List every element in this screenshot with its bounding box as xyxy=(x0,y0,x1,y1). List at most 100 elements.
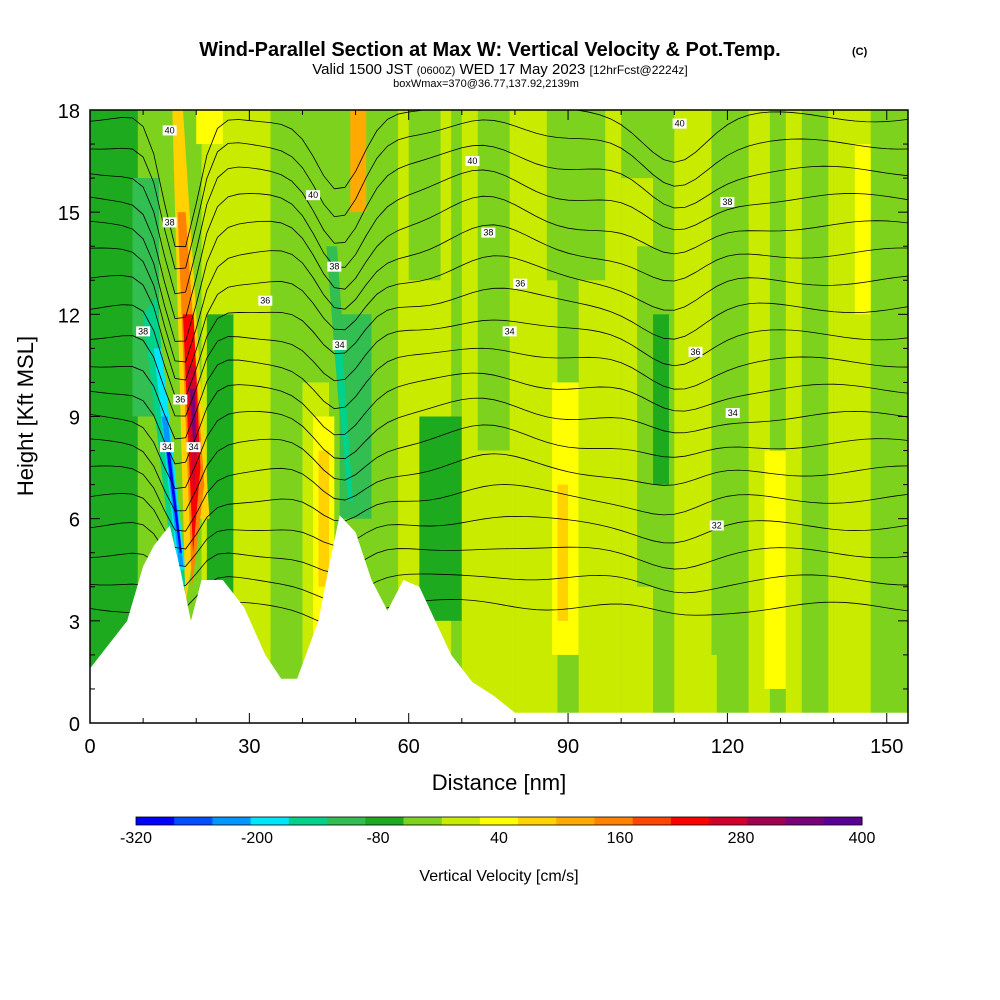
velocity-band xyxy=(674,110,717,723)
contour-label: 36 xyxy=(513,278,528,289)
contour-label: 40 xyxy=(672,118,687,129)
velocity-band xyxy=(653,314,669,485)
contour-label: 38 xyxy=(481,227,496,238)
box-max-note: boxWmax=370@36.77,137.92,2139m xyxy=(393,78,579,90)
theta-contour xyxy=(90,515,908,567)
contour-label: 36 xyxy=(688,346,703,357)
x-axis-label: Distance [nm] xyxy=(432,770,567,795)
colorbar-tick-label: -200 xyxy=(241,830,273,847)
contour-label: 34 xyxy=(186,442,201,453)
svg-text:34: 34 xyxy=(189,442,199,452)
colorbar-swatch xyxy=(174,817,213,825)
contour-label: 34 xyxy=(725,408,740,419)
velocity-band xyxy=(270,110,308,723)
theta-contour xyxy=(90,424,908,512)
theta-contour xyxy=(90,110,908,248)
velocity-band xyxy=(854,144,871,315)
velocity-band xyxy=(350,110,367,213)
theta-contour xyxy=(90,347,908,440)
colorbar-swatch xyxy=(556,817,596,825)
chart-subtitle: Valid 1500 JST (0600Z) WED 17 May 2023 [… xyxy=(312,61,688,78)
colorbar-swatch xyxy=(670,817,710,825)
theta-contour xyxy=(90,453,908,532)
contour-label: 34 xyxy=(332,339,347,350)
contour-label: 36 xyxy=(173,394,188,405)
contour-label: 40 xyxy=(306,190,321,201)
svg-text:38: 38 xyxy=(483,228,493,238)
colorbar-swatch xyxy=(709,817,748,825)
y-tick-label: 15 xyxy=(58,203,80,225)
theta-contour xyxy=(90,546,908,586)
x-tick-label: 60 xyxy=(398,736,420,758)
svg-text:38: 38 xyxy=(329,262,339,272)
colorbar-label: Vertical Velocity [cm/s] xyxy=(419,868,578,885)
colorbar-swatch xyxy=(785,817,825,825)
svg-text:36: 36 xyxy=(175,394,185,404)
x-tick-label: 120 xyxy=(711,736,744,758)
colorbar-tick-label: -80 xyxy=(366,830,389,847)
svg-text:34: 34 xyxy=(505,326,515,336)
colorbar-swatch xyxy=(365,817,404,825)
velocity-band xyxy=(408,110,441,281)
contour-label: 34 xyxy=(160,442,175,453)
contour-label: 36 xyxy=(258,295,273,306)
theta-contour xyxy=(90,195,908,342)
velocity-core xyxy=(334,348,353,502)
svg-text:40: 40 xyxy=(308,190,318,200)
y-tick-label: 12 xyxy=(58,305,80,327)
theta-contour xyxy=(90,224,908,363)
theta-contour xyxy=(90,372,908,465)
contour-label: 38 xyxy=(162,217,177,228)
colorbar-swatch xyxy=(747,817,787,825)
y-tick-label: 6 xyxy=(69,510,80,532)
x-tick-label: 90 xyxy=(557,736,579,758)
colorbar-tick-label: -320 xyxy=(120,830,152,847)
svg-text:38: 38 xyxy=(165,217,175,227)
theta-contour xyxy=(90,144,908,295)
colorbar-tick-label: 400 xyxy=(849,830,876,847)
x-tick-label: 150 xyxy=(870,736,903,758)
y-tick-label: 18 xyxy=(58,101,80,123)
colorbar-swatch xyxy=(250,817,290,825)
svg-text:34: 34 xyxy=(728,408,738,418)
contour-labels: 40 40 40 40 38 38 38 38 38 36 36 36 36 34 34 34 34 34 32 xyxy=(136,118,740,531)
velocity-core xyxy=(166,450,182,553)
colorbar-tick-label: 280 xyxy=(728,830,755,847)
colorbar-swatch xyxy=(327,817,366,825)
velocity-band xyxy=(318,450,330,587)
svg-text:36: 36 xyxy=(691,347,701,357)
colorbar-swatch xyxy=(288,817,328,825)
colorbar-swatch xyxy=(594,817,634,825)
contour-label: 38 xyxy=(327,261,342,272)
theta-contour xyxy=(90,319,908,417)
colorbar-tick-label: 160 xyxy=(607,830,634,847)
colorbar-swatch xyxy=(441,817,481,825)
y-tick-label: 3 xyxy=(69,612,80,634)
svg-text:40: 40 xyxy=(467,156,477,166)
colorbar-swatch xyxy=(632,817,672,825)
theta-contour xyxy=(90,397,908,490)
colorbar-swatch xyxy=(212,817,252,825)
contour-label: 40 xyxy=(162,125,177,136)
x-tick-label: 0 xyxy=(84,736,95,758)
colorbar-swatch xyxy=(403,817,443,825)
svg-text:38: 38 xyxy=(722,197,732,207)
svg-text:40: 40 xyxy=(675,119,685,129)
copyright-mark: (C) xyxy=(852,46,868,58)
svg-text:36: 36 xyxy=(260,296,270,306)
svg-text:34: 34 xyxy=(162,442,172,452)
contour-label: 32 xyxy=(709,520,724,531)
contour-label: 38 xyxy=(720,196,735,207)
svg-text:32: 32 xyxy=(712,520,722,530)
x-axis: 0 30 60 90 120 150 xyxy=(84,110,903,758)
contour-label: 40 xyxy=(465,156,480,167)
colorbar-swatch xyxy=(136,817,175,825)
contour-label: 38 xyxy=(136,326,151,337)
velocity-band xyxy=(557,484,569,621)
theta-contour xyxy=(90,573,908,610)
velocity-band xyxy=(764,450,786,689)
theta-contour xyxy=(90,119,908,270)
velocity-band xyxy=(419,416,462,621)
